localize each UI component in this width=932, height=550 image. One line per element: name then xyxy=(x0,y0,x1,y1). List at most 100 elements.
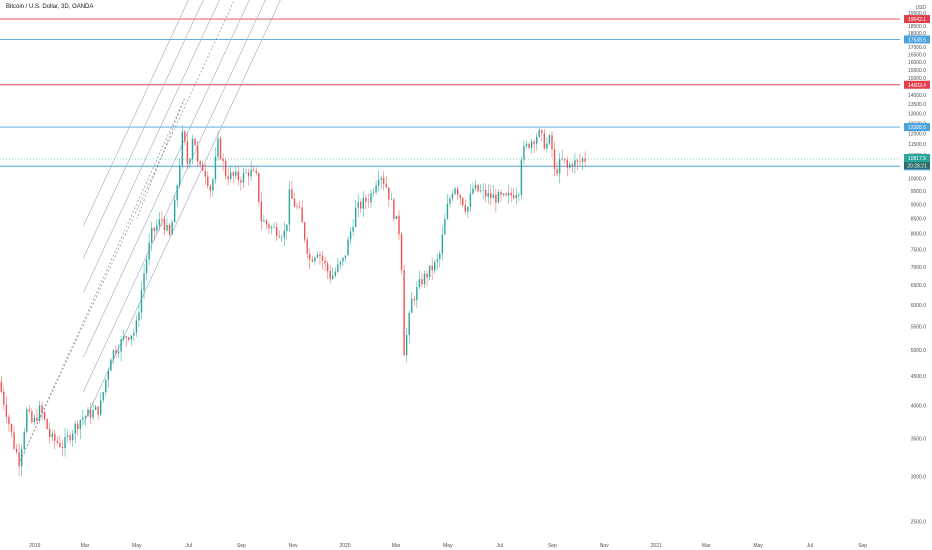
level-label: 14603.4 xyxy=(908,83,926,89)
y-tick-label: 7000.0 xyxy=(911,265,927,271)
candle-body xyxy=(222,158,224,161)
candle-body xyxy=(551,135,553,150)
candle-body xyxy=(456,188,459,195)
last-price-box xyxy=(904,154,930,163)
price-axis[interactable]: USD 2500.0 3000.0 3500.0 4000.0 4500.0 5000.0 5… xyxy=(908,5,926,526)
y-tick-label: 18000.0 xyxy=(908,31,926,37)
candle-body xyxy=(38,405,41,421)
chart-title: Bitcoin / U.S. Dollar, 3D, OANDA xyxy=(6,4,94,10)
level-label-box xyxy=(904,80,930,89)
candle-body xyxy=(546,143,548,149)
candle-body xyxy=(314,257,316,262)
candle-body xyxy=(477,184,479,192)
candle-body xyxy=(286,224,288,231)
pitchfork-line xyxy=(83,0,281,424)
candle-body xyxy=(15,448,18,453)
candle-body xyxy=(301,207,303,223)
currency-label: USD xyxy=(915,5,926,11)
candle-body xyxy=(33,417,36,423)
x-tick-label: Jul xyxy=(497,543,503,549)
time-axis[interactable]: 2019 Mar May Jul Sep Nov 2020 Mar May Jul Sep Nov 20… xyxy=(29,543,867,549)
candle-body xyxy=(556,169,558,174)
candle-body xyxy=(296,206,298,208)
candle-body xyxy=(209,186,212,191)
candle-body xyxy=(66,435,69,438)
candle-body xyxy=(344,255,347,258)
x-tick-label: Sep xyxy=(548,543,557,549)
candle-body xyxy=(97,406,99,415)
candle-body xyxy=(365,197,367,202)
candle-body xyxy=(227,176,229,180)
candle-body xyxy=(400,234,403,270)
candle-body xyxy=(59,442,61,447)
candle-body xyxy=(219,138,222,159)
candle-body xyxy=(413,298,416,301)
candle-body xyxy=(566,160,568,168)
candle-body xyxy=(349,231,352,240)
candle-body xyxy=(428,265,431,278)
level-label-box xyxy=(904,123,930,132)
candle-body xyxy=(270,227,273,229)
candle-body xyxy=(176,185,178,201)
candle-body xyxy=(224,160,227,177)
candle-series xyxy=(0,125,586,476)
x-tick-label: Sep xyxy=(858,543,867,549)
candle-body xyxy=(102,392,104,401)
candle-body xyxy=(569,164,571,168)
candle-body xyxy=(51,433,53,437)
candle-body xyxy=(451,193,454,199)
candle-body xyxy=(370,193,372,203)
candle-body xyxy=(449,198,451,204)
candle-body xyxy=(334,271,336,276)
candle-body xyxy=(541,130,543,134)
y-tick-label: 9500.0 xyxy=(911,189,927,195)
pitchfork-line xyxy=(83,0,220,293)
y-tick-label: 6500.0 xyxy=(911,283,927,289)
candle-body xyxy=(558,159,561,174)
candle-body xyxy=(395,215,398,219)
candle-body xyxy=(79,419,82,430)
y-tick-label: 3500.0 xyxy=(911,436,927,442)
candle-body xyxy=(242,172,245,183)
y-tick-label: 15500.0 xyxy=(908,68,926,74)
candle-body xyxy=(576,160,579,162)
y-tick-label: 14000.0 xyxy=(908,93,926,99)
candle-body xyxy=(173,200,176,223)
candle-body xyxy=(89,409,92,418)
candle-body xyxy=(94,406,97,410)
candle-body xyxy=(548,135,551,144)
candle-body xyxy=(385,183,387,188)
candle-body xyxy=(574,160,576,167)
candle-body xyxy=(18,452,20,467)
candle-body xyxy=(497,192,500,203)
candle-body xyxy=(467,206,469,212)
candle-body xyxy=(245,172,247,174)
price-labels: 19042.117538.514603.412308.510506.910817… xyxy=(904,15,930,171)
candle-body xyxy=(421,279,423,285)
candle-body xyxy=(357,202,359,208)
candle-body xyxy=(161,219,163,220)
candle-body xyxy=(0,381,2,392)
candle-body xyxy=(584,158,586,162)
y-tick-label: 5000.0 xyxy=(911,348,927,354)
candle-body xyxy=(459,194,461,198)
candle-body xyxy=(490,192,492,199)
candle-body xyxy=(352,226,354,232)
x-tick-label: May xyxy=(753,543,763,549)
candle-body xyxy=(411,298,413,313)
candle-body xyxy=(579,161,581,162)
pitchfork-channel xyxy=(20,0,281,461)
candle-body xyxy=(250,169,252,177)
y-tick-label: 11500.0 xyxy=(908,142,926,148)
candle-body xyxy=(125,336,127,338)
candle-body xyxy=(403,269,405,356)
x-tick-label: Nov xyxy=(289,543,298,549)
x-tick-label: 2019 xyxy=(29,543,40,549)
x-tick-label: Jul xyxy=(807,543,813,549)
candle-body xyxy=(454,188,456,194)
pitchfork-line xyxy=(83,0,266,392)
y-tick-label: 8500.0 xyxy=(911,217,927,223)
candle-body xyxy=(150,227,153,243)
candle-body xyxy=(337,264,339,272)
